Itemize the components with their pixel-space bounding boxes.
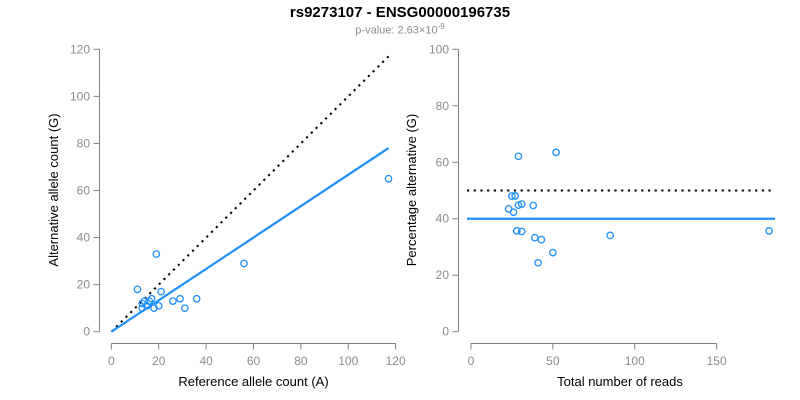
x-tick-label: 60 — [247, 354, 261, 368]
data-point — [152, 250, 161, 258]
data-point — [169, 297, 177, 305]
data-point — [133, 285, 142, 294]
data-point — [514, 152, 523, 161]
data-point — [147, 294, 156, 303]
data-point — [534, 258, 542, 267]
data-point — [509, 208, 518, 217]
data-point — [192, 294, 201, 303]
data-point — [517, 227, 526, 236]
y-tick-label: 100 — [70, 89, 90, 103]
y-tick-label: 40 — [77, 231, 91, 245]
figure-title: rs9273107 - ENSG00000196735 — [289, 4, 511, 21]
data-point — [180, 304, 189, 313]
data-point — [530, 233, 539, 242]
y-tick-label: 80 — [436, 99, 450, 113]
data-point — [511, 192, 520, 200]
data-point — [157, 287, 165, 296]
data-point — [512, 227, 521, 235]
x-tick-label: 40 — [199, 354, 213, 368]
y-tick-label: 20 — [77, 278, 91, 292]
x-tick-label: 20 — [152, 354, 166, 368]
data-point — [537, 235, 546, 244]
identity-line — [110, 55, 390, 333]
data-point — [514, 201, 523, 210]
data-point — [384, 174, 393, 183]
y-tick-label: 60 — [77, 184, 91, 198]
y-tick-label: 40 — [436, 212, 450, 226]
p-value-exponent: -9 — [437, 22, 445, 31]
y-tick-label: 120 — [70, 42, 90, 56]
data-point — [517, 200, 526, 208]
p-value-text: p-value: 2.63×10 — [355, 24, 438, 37]
y-tick-label: 20 — [436, 268, 450, 282]
right-y-axis-title: Percentage alternative (G) — [404, 113, 419, 267]
data-point — [765, 227, 773, 235]
fit-line — [110, 147, 390, 333]
data-point — [548, 248, 557, 257]
x-tick-label: 150 — [707, 354, 727, 368]
data-point — [145, 297, 154, 305]
figure-subtitle: p-value: 2.63×10-9 — [0, 22, 800, 37]
right-x-axis-title: Total number of reads — [557, 374, 683, 389]
x-tick-label: 0 — [108, 354, 115, 368]
y-tick-label: 0 — [83, 325, 90, 339]
left-x-axis-title: Reference allele count (A) — [178, 374, 329, 389]
data-point — [176, 294, 184, 303]
data-point — [240, 259, 248, 268]
data-point — [154, 301, 163, 310]
data-point — [508, 192, 516, 200]
x-tick-label: 0 — [468, 354, 475, 368]
data-point — [529, 201, 538, 210]
data-point — [606, 231, 615, 240]
x-tick-label: 50 — [546, 354, 560, 368]
y-tick-label: 100 — [429, 42, 449, 56]
x-tick-label: 100 — [625, 354, 645, 368]
y-tick-label: 60 — [436, 155, 450, 169]
data-point — [552, 148, 560, 157]
x-tick-label: 80 — [294, 354, 308, 368]
left-y-axis-title: Alternative allele count (G) — [46, 113, 61, 267]
x-tick-label: 120 — [386, 354, 406, 368]
x-tick-label: 100 — [338, 354, 358, 368]
y-tick-label: 80 — [77, 136, 91, 150]
y-tick-label: 0 — [442, 325, 449, 339]
